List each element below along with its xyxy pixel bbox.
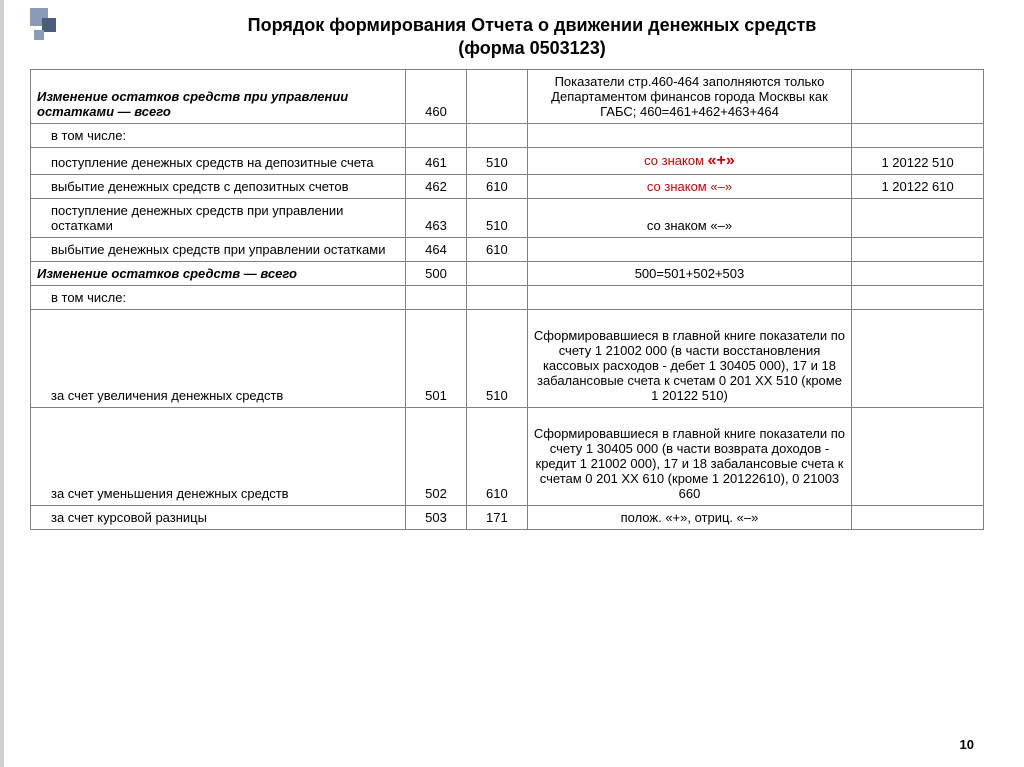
cell-code: 500 [406, 262, 467, 286]
cell-account [852, 310, 984, 408]
cell-code: 461 [406, 148, 467, 175]
cell-note: Сформировавшиеся в главной книге показат… [527, 408, 851, 506]
cell-note: Сформировавшиеся в главной книге показат… [527, 310, 851, 408]
cell-account: 1 20122 510 [852, 148, 984, 175]
table-row: Изменение остатков средств — всего500 500… [31, 262, 984, 286]
cell-description: в том числе: [31, 124, 406, 148]
cell-note: со знаком «–» [527, 199, 851, 238]
cell-account [852, 262, 984, 286]
table-row: поступление денежных средств на депозитн… [31, 148, 984, 175]
cell-description: поступление денежных средств на депозитн… [31, 148, 406, 175]
cell-account [852, 506, 984, 530]
table-row: выбытие денежных средств при управлении … [31, 238, 984, 262]
cell-description: выбытие денежных средств с депозитных сч… [31, 175, 406, 199]
cell-description: поступление денежных средств при управле… [31, 199, 406, 238]
cell-subcode [466, 262, 527, 286]
cell-code: 501 [406, 310, 467, 408]
cell-note [527, 286, 851, 310]
cell-subcode [466, 70, 527, 124]
cell-note: 500=501+502+503 [527, 262, 851, 286]
page-number: 10 [960, 737, 974, 752]
cell-note [527, 238, 851, 262]
cell-subcode: 510 [466, 310, 527, 408]
cell-description: выбытие денежных средств при управлении … [31, 238, 406, 262]
table-row: за счет курсовой разницы503171полож. «+»… [31, 506, 984, 530]
cell-account: 1 20122 610 [852, 175, 984, 199]
table-row: Изменение остатков средств при управлени… [31, 70, 984, 124]
cell-code: 463 [406, 199, 467, 238]
cell-code: 502 [406, 408, 467, 506]
cell-account [852, 238, 984, 262]
cell-account [852, 70, 984, 124]
cell-description: Изменение остатков средств — всего [31, 262, 406, 286]
cell-account [852, 124, 984, 148]
cell-code [406, 286, 467, 310]
cell-note: со знаком «+» [527, 148, 851, 175]
cell-code: 460 [406, 70, 467, 124]
cell-note [527, 124, 851, 148]
table-row: в том числе: [31, 124, 984, 148]
table-row: за счет увеличения денежных средств50151… [31, 310, 984, 408]
cell-subcode [466, 124, 527, 148]
cell-description: за счет уменьшения денежных средств [31, 408, 406, 506]
table-row: в том числе: [31, 286, 984, 310]
table-row: выбытие денежных средств с депозитных сч… [31, 175, 984, 199]
cell-subcode: 171 [466, 506, 527, 530]
cell-subcode [466, 286, 527, 310]
cell-note: полож. «+», отриц. «–» [527, 506, 851, 530]
cell-subcode: 510 [466, 199, 527, 238]
cell-description: в том числе: [31, 286, 406, 310]
cell-description: за счет увеличения денежных средств [31, 310, 406, 408]
cell-subcode: 610 [466, 408, 527, 506]
cell-code [406, 124, 467, 148]
cell-subcode: 610 [466, 238, 527, 262]
cell-code: 462 [406, 175, 467, 199]
report-table: Изменение остатков средств при управлени… [30, 69, 984, 530]
cell-note: Показатели стр.460-464 заполняются тольк… [527, 70, 851, 124]
page-title: Порядок формирования Отчета о движении д… [30, 10, 984, 69]
cell-description: Изменение остатков средств при управлени… [31, 70, 406, 124]
cell-subcode: 610 [466, 175, 527, 199]
cell-code: 503 [406, 506, 467, 530]
cell-subcode: 510 [466, 148, 527, 175]
table-row: за счет уменьшения денежных средств50261… [31, 408, 984, 506]
table-row: поступление денежных средств при управле… [31, 199, 984, 238]
cell-account [852, 199, 984, 238]
cell-account [852, 286, 984, 310]
cell-description: за счет курсовой разницы [31, 506, 406, 530]
cell-note: со знаком «–» [527, 175, 851, 199]
cell-code: 464 [406, 238, 467, 262]
logo [30, 8, 68, 46]
cell-account [852, 408, 984, 506]
